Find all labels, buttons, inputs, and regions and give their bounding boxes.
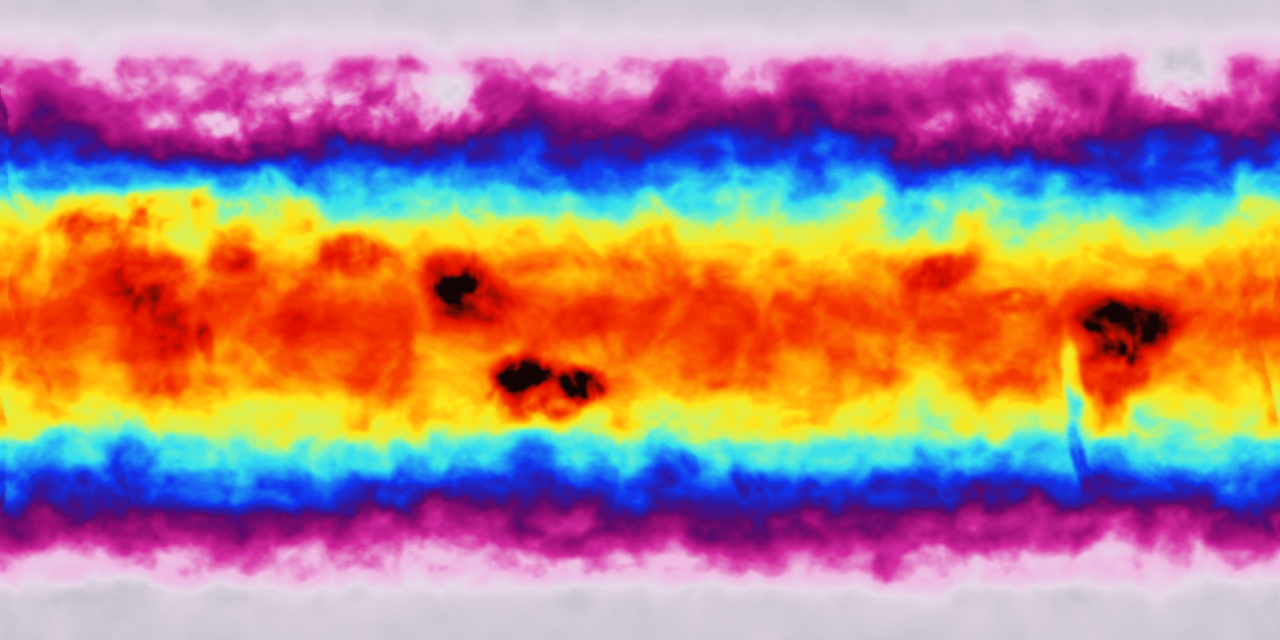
global-temperature-map xyxy=(0,0,1280,640)
temperature-heatmap-canvas xyxy=(0,0,1280,640)
